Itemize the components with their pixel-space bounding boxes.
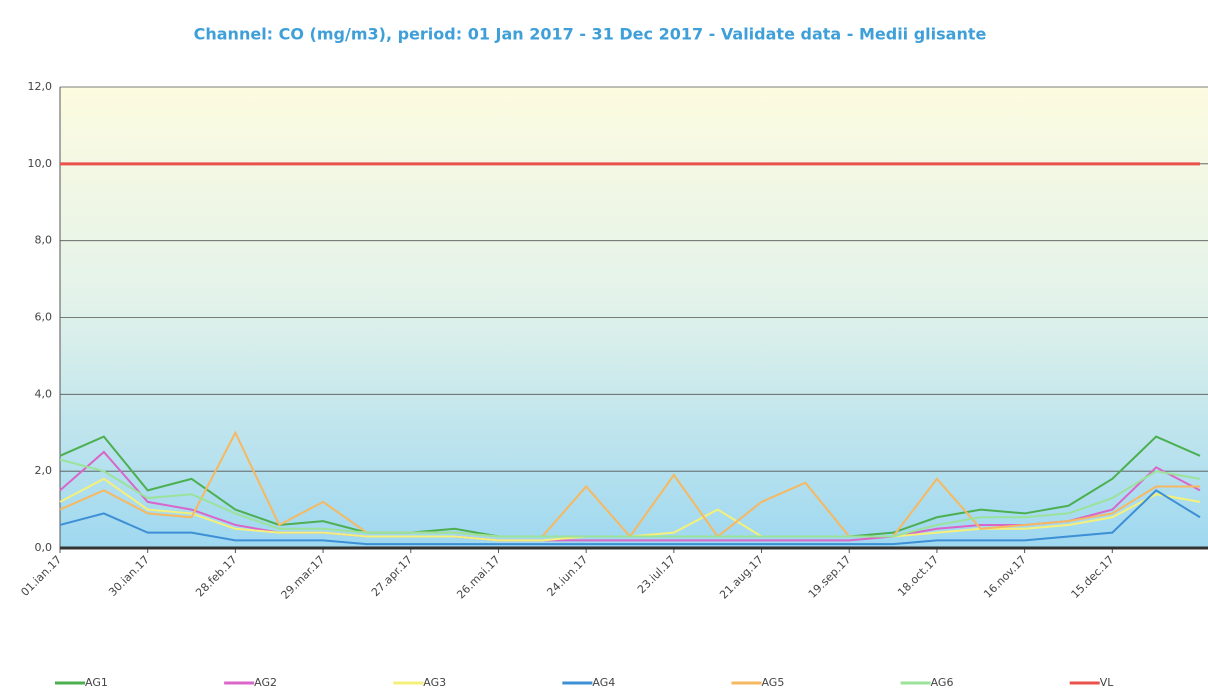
x-tick-label: 26.mai.17 bbox=[454, 553, 502, 601]
legend-label: AG2 bbox=[254, 676, 277, 689]
x-tick-label: 19.sep.17 bbox=[806, 553, 854, 601]
x-tick-label: 23.iul.17 bbox=[635, 553, 678, 596]
y-tick-label: 12,0 bbox=[28, 80, 53, 93]
y-tick-label: 10,0 bbox=[28, 157, 53, 170]
x-tick-label: 21.aug.17 bbox=[717, 553, 766, 602]
y-tick-label: 6,0 bbox=[35, 311, 53, 324]
legend-label: AG1 bbox=[85, 676, 108, 689]
x-tick-label: 27.apr.17 bbox=[369, 553, 415, 599]
x-tick-label: 29.mar.17 bbox=[279, 553, 328, 602]
legend-label: AG5 bbox=[761, 676, 784, 689]
y-tick-label: 0,0 bbox=[35, 541, 53, 554]
x-tick-label: 16.nov.17 bbox=[981, 553, 1029, 601]
x-tick-label: 01.ian.17 bbox=[18, 553, 64, 599]
legend-label: AG3 bbox=[423, 676, 446, 689]
x-tick-label: 15.dec.17 bbox=[1069, 553, 1117, 601]
y-tick-label: 4,0 bbox=[35, 387, 53, 400]
x-tick-label: 24.iun.17 bbox=[544, 553, 590, 599]
series-line bbox=[59, 489, 1201, 546]
legend-label: AG6 bbox=[931, 676, 954, 689]
series-line bbox=[59, 458, 1201, 538]
series-line bbox=[59, 450, 1201, 542]
x-tick-label: 28.feb.17 bbox=[193, 553, 239, 599]
x-tick-label: 30.ian.17 bbox=[106, 553, 152, 599]
chart-title: Channel: CO (mg/m3), period: 01 Jan 2017… bbox=[194, 25, 987, 44]
x-tick-label: 18.oct.17 bbox=[895, 553, 941, 599]
y-tick-label: 8,0 bbox=[35, 234, 53, 247]
y-tick-label: 2,0 bbox=[35, 464, 53, 477]
legend-label: AG4 bbox=[592, 676, 615, 689]
legend-label: VL bbox=[1100, 676, 1115, 689]
